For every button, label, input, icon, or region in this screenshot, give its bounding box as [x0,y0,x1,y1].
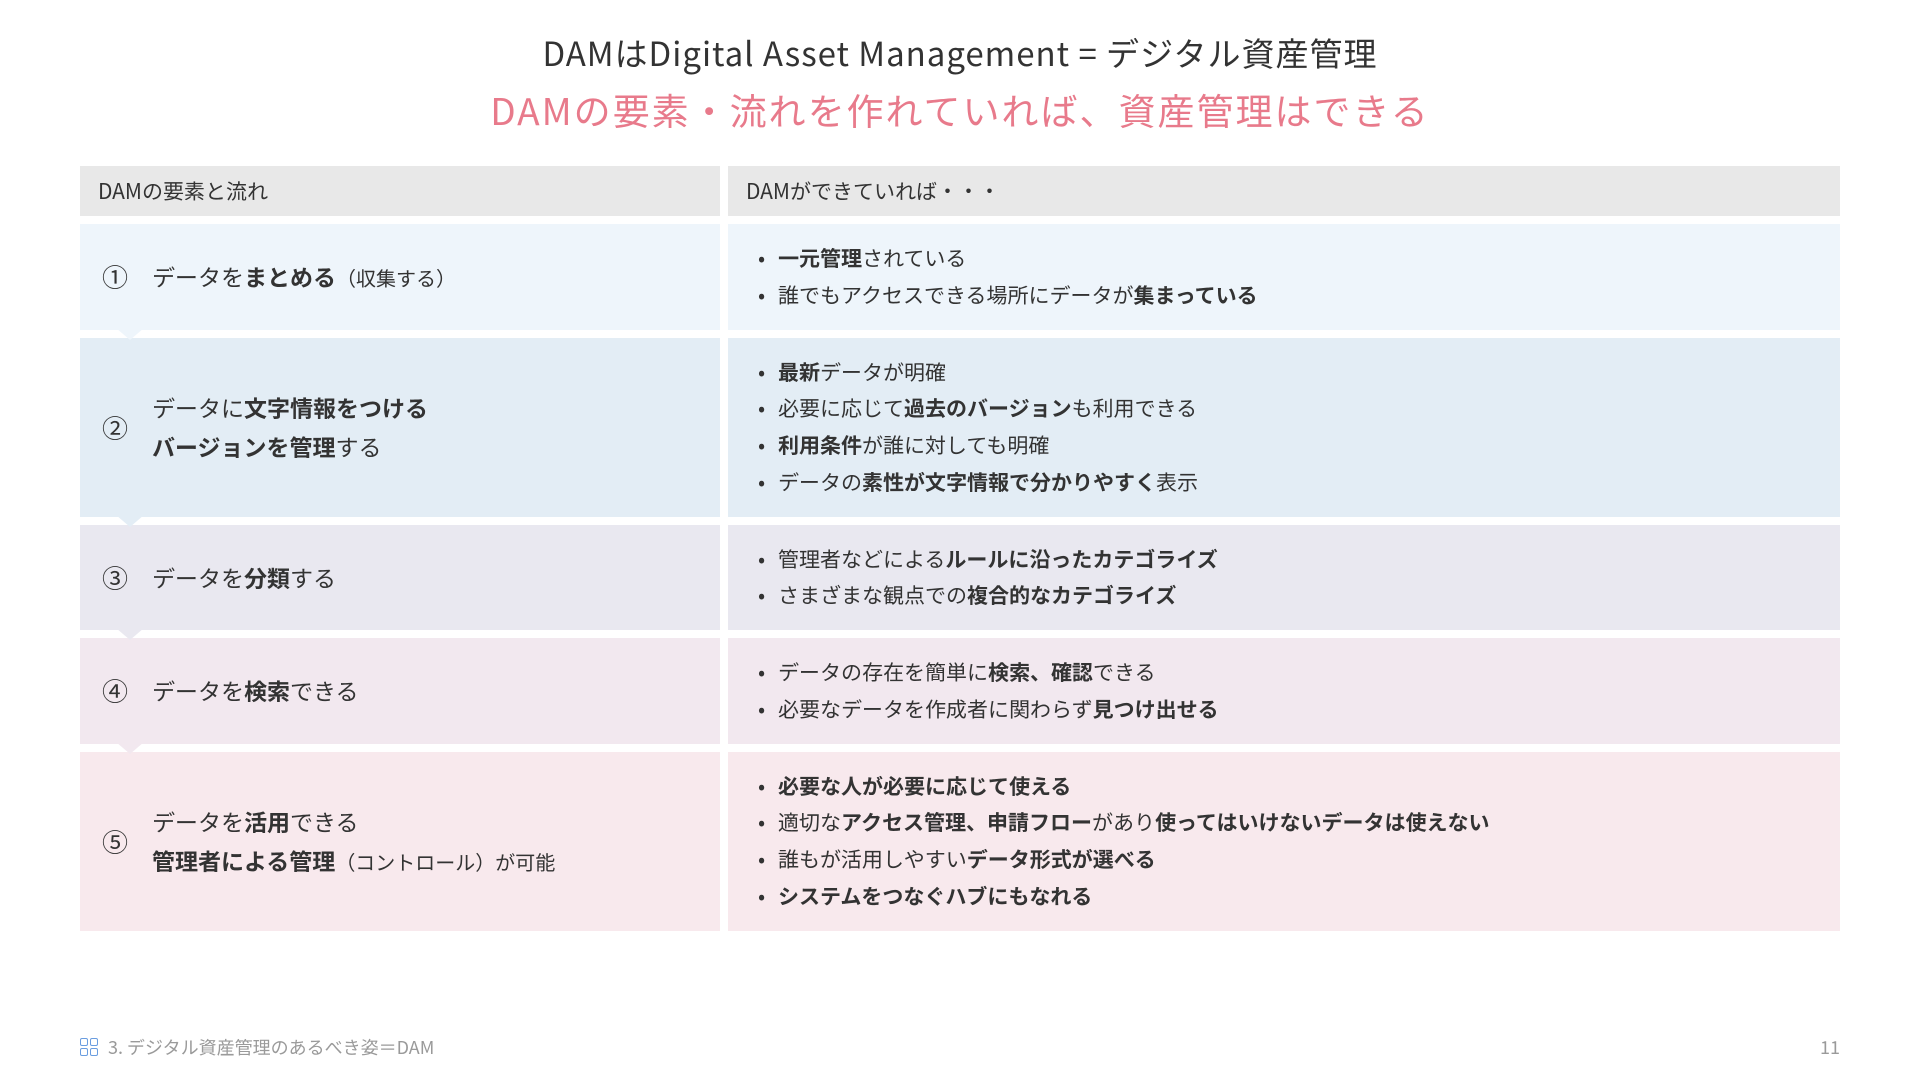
footer-left: 3. デジタル資産管理のあるべき姿＝DAM [80,1034,434,1060]
bullet-list: データの存在を簡単に検索、確認できる必要なデータを作成者に関わらず見つけ出せる [756,654,1818,728]
bullet-item: 必要に応じて過去のバージョンも利用できる [756,390,1818,427]
row-left-text: データを分類する [152,558,336,597]
table-row: ⑤ データを活用できる管理者による管理（コントロール）が可能 必要な人が必要に応じて… [80,752,1840,931]
bullet-item: 管理者などによるルールに沿ったカテゴライズ [756,541,1818,578]
bullet-item: 適切なアクセス管理、申請フローがあり使ってはいけないデータは使えない [756,804,1818,841]
row-right-cell: 最新データが明確必要に応じて過去のバージョンも利用できる利用条件が誰に対しても明… [728,338,1840,517]
bullet-item: 最新データが明確 [756,354,1818,391]
row-right-cell: 管理者などによるルールに沿ったカテゴライズさまざまな観点での複合的なカテゴライズ [728,525,1840,631]
flow-arrow-icon [116,742,144,754]
row-left-text: データをまとめる（収集する） [152,257,456,296]
content-table: DAMの要素と流れ DAMができていれば・・・ ① データをまとめる（収集する） 一… [80,166,1840,931]
flow-arrow-icon [116,328,144,340]
table-row: ① データをまとめる（収集する） 一元管理されている誰でもアクセスできる場所にデータ… [80,224,1840,330]
flow-arrow-icon [116,628,144,640]
row-left-text: データに文字情報をつけるバージョンを管理する [152,388,428,466]
row-left-cell: ④ データを検索できる [80,638,720,744]
row-right-cell: 必要な人が必要に応じて使える適切なアクセス管理、申請フローがあり使ってはいけない… [728,752,1840,931]
row-number: ③ [102,559,138,596]
title-area: DAMはDigital Asset Management = デジタル資産管理 … [0,0,1920,152]
row-right-cell: データの存在を簡単に検索、確認できる必要なデータを作成者に関わらず見つけ出せる [728,638,1840,744]
row-left-cell: ① データをまとめる（収集する） [80,224,720,330]
row-number: ⑤ [102,823,138,860]
bullet-item: 利用条件が誰に対しても明確 [756,427,1818,464]
bullet-list: 最新データが明確必要に応じて過去のバージョンも利用できる利用条件が誰に対しても明… [756,354,1818,501]
rows-container: ① データをまとめる（収集する） 一元管理されている誰でもアクセスできる場所にデータ… [80,224,1840,931]
bullet-item: システムをつなぐハブにもなれる [756,878,1818,915]
grid-icon [80,1038,98,1056]
table-row: ④ データを検索できる データの存在を簡単に検索、確認できる必要なデータを作成者に関… [80,638,1840,744]
row-left-cell: ② データに文字情報をつけるバージョンを管理する [80,338,720,517]
bullet-list: 必要な人が必要に応じて使える適切なアクセス管理、申請フローがあり使ってはいけない… [756,768,1818,915]
bullet-item: 誰でもアクセスできる場所にデータが集まっている [756,277,1818,314]
table-header-row: DAMの要素と流れ DAMができていれば・・・ [80,166,1840,216]
row-left-text: データを検索できる [152,671,359,710]
row-number: ① [102,258,138,295]
table-row: ② データに文字情報をつけるバージョンを管理する 最新データが明確必要に応じて過去の… [80,338,1840,517]
bullet-list: 管理者などによるルールに沿ったカテゴライズさまざまな観点での複合的なカテゴライズ [756,541,1818,615]
row-left-text: データを活用できる管理者による管理（コントロール）が可能 [152,802,555,880]
bullet-item: 必要な人が必要に応じて使える [756,768,1818,805]
title-line-2: DAMの要素・流れを作れていれば、資産管理はできる [0,82,1920,136]
page-number: 11 [1820,1034,1840,1060]
row-number: ② [102,409,138,446]
flow-arrow-icon [116,515,144,527]
row-right-cell: 一元管理されている誰でもアクセスできる場所にデータが集まっている [728,224,1840,330]
bullet-item: データの素性が文字情報で分かりやすく表示 [756,464,1818,501]
footer-section-label: 3. デジタル資産管理のあるべき姿＝DAM [108,1034,434,1060]
bullet-item: データの存在を簡単に検索、確認できる [756,654,1818,691]
row-number: ④ [102,672,138,709]
row-left-cell: ③ データを分類する [80,525,720,631]
row-left-cell: ⑤ データを活用できる管理者による管理（コントロール）が可能 [80,752,720,931]
table-row: ③ データを分類する 管理者などによるルールに沿ったカテゴライズさまざまな観点での複… [80,525,1840,631]
title-line-1: DAMはDigital Asset Management = デジタル資産管理 [0,28,1920,76]
bullet-item: 一元管理されている [756,240,1818,277]
table-header-right: DAMができていれば・・・ [728,166,1840,216]
bullet-list: 一元管理されている誰でもアクセスできる場所にデータが集まっている [756,240,1818,314]
bullet-item: 誰もが活用しやすいデータ形式が選べる [756,841,1818,878]
footer: 3. デジタル資産管理のあるべき姿＝DAM 11 [80,1034,1840,1060]
table-header-left: DAMの要素と流れ [80,166,720,216]
bullet-item: 必要なデータを作成者に関わらず見つけ出せる [756,691,1818,728]
bullet-item: さまざまな観点での複合的なカテゴライズ [756,577,1818,614]
